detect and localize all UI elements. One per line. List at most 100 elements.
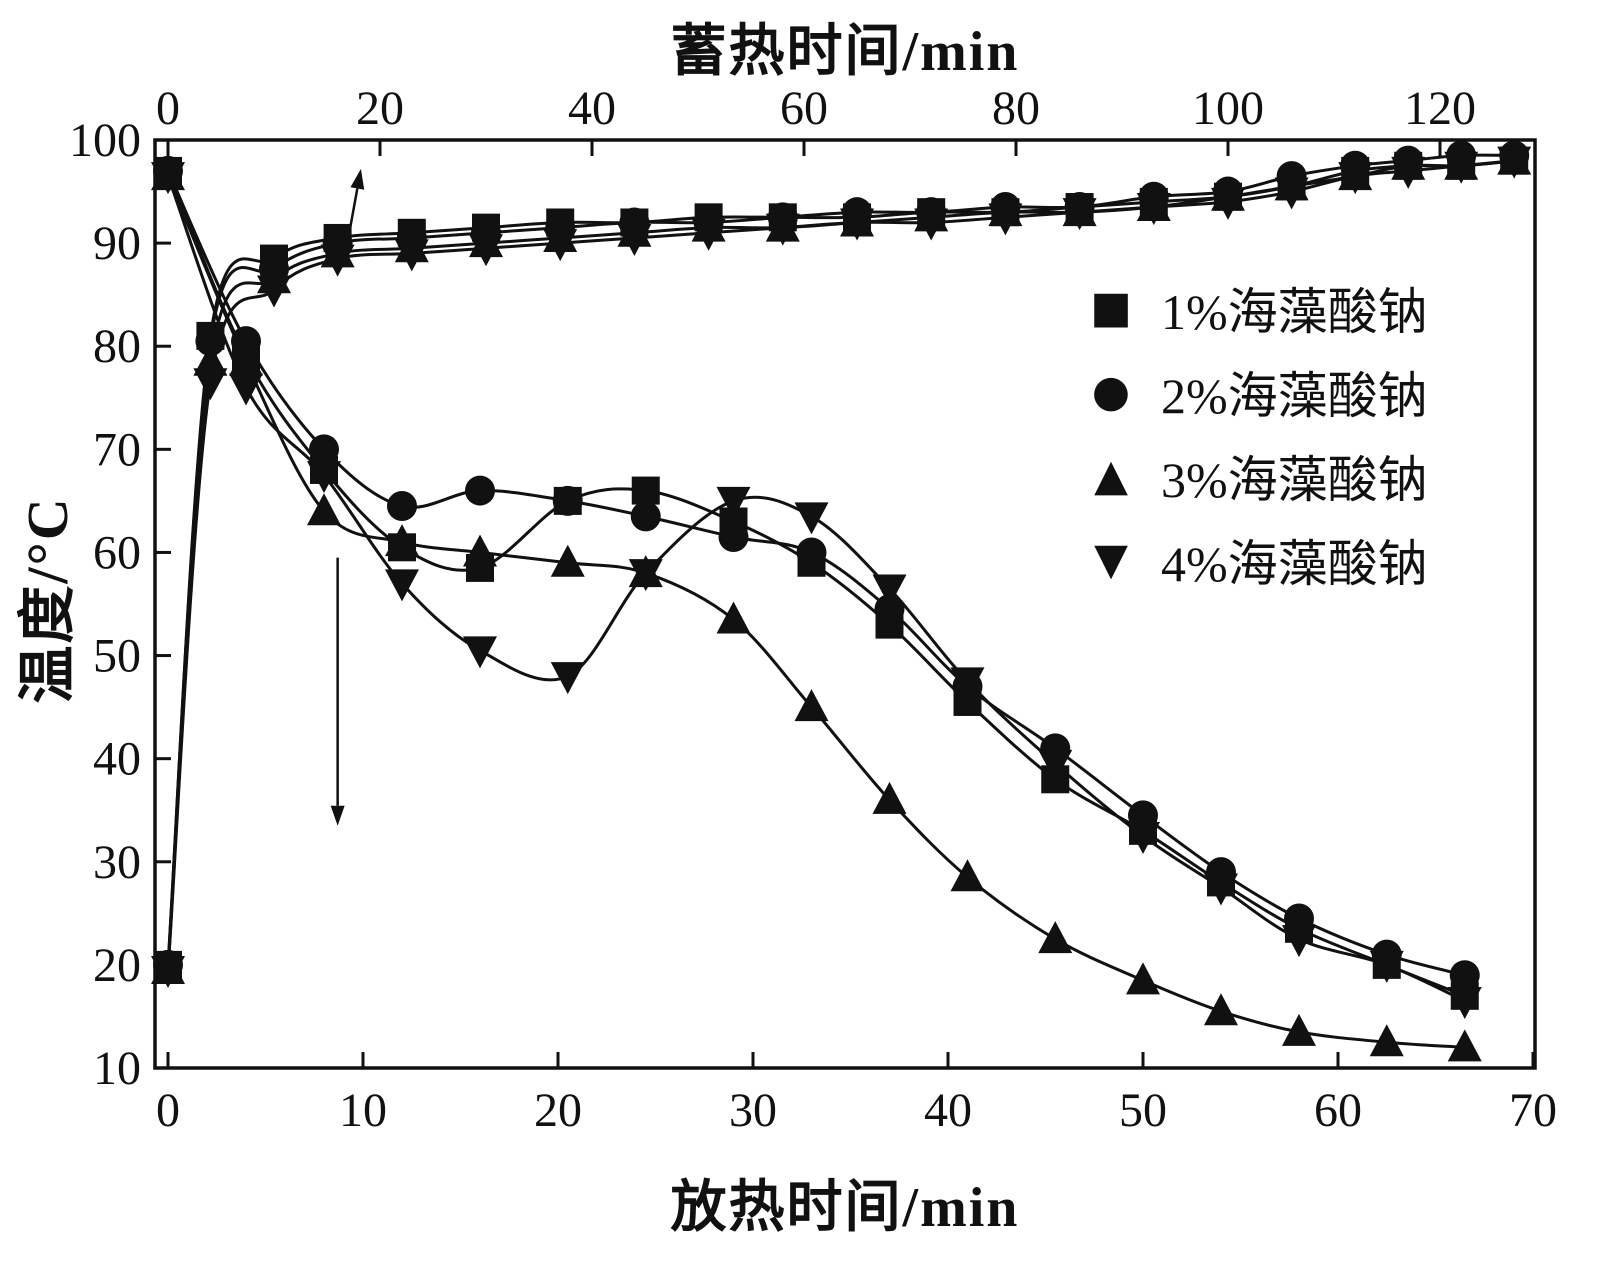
plot-frame <box>153 138 1537 1070</box>
triangle-down-marker-icon <box>950 667 985 700</box>
triangle-down-marker-icon <box>1274 177 1309 210</box>
y-tick-label: 10 <box>93 1042 141 1095</box>
y-tick-label: 80 <box>93 320 141 373</box>
triangle-up-marker-icon <box>1126 962 1160 995</box>
triangle-down-marker-icon <box>1038 749 1073 782</box>
bottom-x-tick-label: 20 <box>534 1084 582 1137</box>
bottom-axis-title: 放热时间/min <box>670 1177 1020 1239</box>
triangle-down-marker-icon <box>914 208 949 241</box>
circle-marker-icon <box>630 501 661 532</box>
square-marker-icon <box>631 476 660 505</box>
triangle-down-marker-icon <box>840 208 874 241</box>
bottom-x-tick-label: 70 <box>1509 1084 1557 1137</box>
legend-label-3pct: 3%海藻酸钠 <box>1161 452 1428 508</box>
y-tick-label: 100 <box>69 114 141 167</box>
axes: 10 20 30 40 50 60 70 80 90 100 0 20 40 60 80 100 120 0 10 2… <box>69 82 1557 1137</box>
top-x-tick-label: 0 <box>156 82 180 135</box>
triangle-down-marker-icon <box>1204 873 1238 906</box>
triangle-down-marker-icon <box>628 559 663 592</box>
triangle-down-marker-icon <box>872 574 907 607</box>
arrow-shaft <box>344 188 359 251</box>
triangle-up-marker-icon <box>1204 993 1238 1026</box>
triangle-up-marker-icon <box>1447 1029 1482 1062</box>
y-tick-label: 20 <box>93 939 141 992</box>
triangle-down-marker-icon <box>1497 146 1532 179</box>
top-x-tick-label: 60 <box>780 82 828 135</box>
y-tick-label: 70 <box>93 423 141 476</box>
triangle-down-marker-icon <box>394 239 429 272</box>
triangle-up-marker-icon <box>463 534 497 567</box>
triangle-down-marker-icon <box>151 956 185 989</box>
triangle-down-marker-icon <box>1062 198 1097 231</box>
triangle-up-marker-icon <box>950 859 985 892</box>
legend-item-1pct: ■ 1%海藻酸钠 <box>1085 272 1427 344</box>
triangle-down-marker-icon <box>1282 925 1316 958</box>
y-tick-label: 60 <box>93 526 141 579</box>
legend: ■ 1%海藻酸钠 ● 2%海藻酸钠 ▲ 3%海藻酸钠 ▼ 4%海藻酸钠 <box>1085 272 1428 596</box>
triangle-down-marker-icon <box>691 218 726 251</box>
arrow-to-top-axis <box>344 168 365 251</box>
triangle-up-marker-icon <box>550 544 585 577</box>
triangle-down-marker-icon <box>307 461 341 494</box>
circle-marker-icon <box>1449 960 1480 991</box>
triangle-up-marker-icon <box>1282 1013 1316 1046</box>
y-axis-title: 温度/°C <box>15 496 80 704</box>
triangle-down-marker-icon <box>1338 162 1373 195</box>
bottom-x-tick-label: 40 <box>924 1084 972 1137</box>
triangle-down-marker-icon <box>385 569 419 602</box>
bottom-x-tick-label: 50 <box>1119 1084 1167 1137</box>
square-marker-icon: ■ <box>1090 282 1132 333</box>
triangle-up-marker-icon <box>385 524 419 557</box>
triangle-up-marker-icon <box>307 493 341 526</box>
triangle-down-marker-icon <box>469 234 503 267</box>
triangle-up-marker-icon: ▲ <box>1094 450 1128 501</box>
triangle-down-marker-icon <box>1369 950 1404 983</box>
triangle-down-marker-icon <box>1126 822 1160 854</box>
triangle-down-marker-icon <box>716 486 751 519</box>
top-x-tick-label: 100 <box>1192 82 1264 135</box>
bottom-x-tick-label: 60 <box>1314 1084 1362 1137</box>
y-tick-label: 50 <box>93 630 141 683</box>
triangle-down-marker-icon <box>193 368 228 401</box>
cooling-series-3pct <box>151 158 1482 1062</box>
triangle-down-marker-icon <box>550 662 585 695</box>
circle-marker-icon <box>552 485 583 516</box>
top-axis-title: 蓄热时间/min <box>670 21 1020 83</box>
arrow-head-icon <box>330 805 345 826</box>
heating-series-4pct <box>151 146 1532 989</box>
top-x-tick-label: 40 <box>568 82 616 135</box>
top-x-tick-label: 120 <box>1404 82 1476 135</box>
circle-marker-icon <box>796 537 827 568</box>
triangle-up-marker-icon <box>1369 1024 1404 1057</box>
triangle-down-marker-icon <box>257 275 291 308</box>
circle-marker-icon <box>874 594 905 625</box>
triangle-down-marker-icon <box>765 213 800 246</box>
y-tick-label: 30 <box>93 836 141 889</box>
triangle-down-marker-icon: ▼ <box>1094 534 1128 585</box>
bottom-x-tick-label: 30 <box>729 1084 777 1137</box>
bottom-x-tick-label: 0 <box>156 1084 180 1137</box>
top-x-tick-label: 20 <box>356 82 404 135</box>
legend-item-4pct: ▼ 4%海藻酸钠 <box>1085 524 1428 596</box>
triangle-up-marker-icon <box>716 601 751 634</box>
triangle-up-marker-icon <box>872 781 907 814</box>
y-tick-label: 90 <box>93 217 141 270</box>
triangle-down-marker-icon <box>794 502 829 535</box>
triangle-up-marker-icon <box>794 689 829 722</box>
legend-item-2pct: ● 2%海藻酸钠 <box>1085 356 1428 428</box>
y-tick-label: 40 <box>93 733 141 786</box>
triangle-down-marker-icon <box>320 244 355 277</box>
triangle-up-marker-icon <box>1038 921 1073 954</box>
triangle-down-marker-icon <box>1136 193 1171 226</box>
triangle-down-marker-icon <box>1444 151 1479 184</box>
legend-label-4pct: 4%海藻酸钠 <box>1161 536 1428 592</box>
legend-item-3pct: ▲ 3%海藻酸钠 <box>1085 440 1428 512</box>
circle-marker-icon <box>718 521 749 552</box>
legend-label-2pct: 2%海藻酸钠 <box>1161 368 1428 424</box>
top-x-tick-label: 80 <box>992 82 1040 135</box>
triangle-down-marker-icon <box>463 636 497 669</box>
triangle-down-marker-icon <box>1391 156 1426 189</box>
triangle-down-marker-icon <box>1447 986 1482 1019</box>
